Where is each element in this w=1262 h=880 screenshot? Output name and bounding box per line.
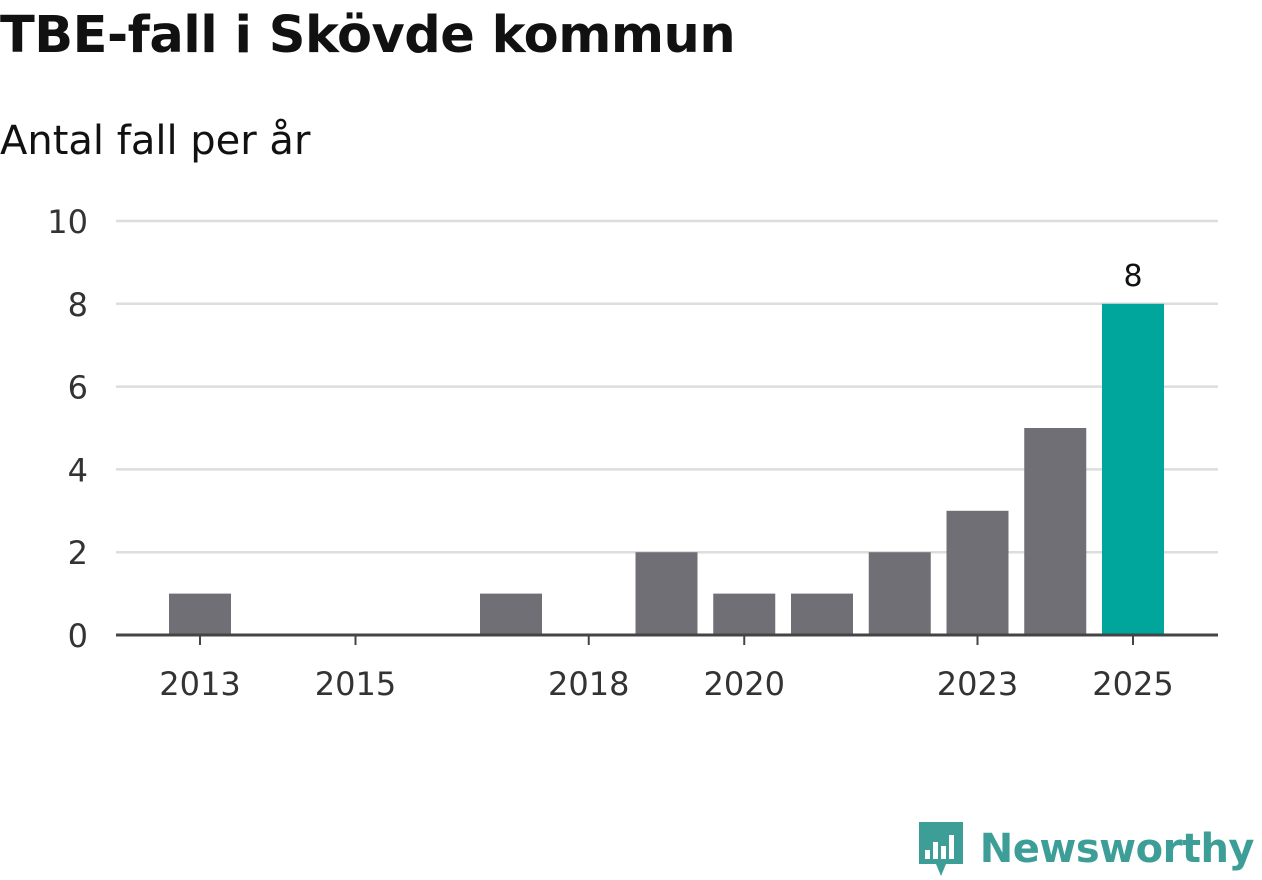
newsworthy-brand: Newsworthy	[916, 818, 1255, 880]
x-tick-label: 2023	[937, 665, 1018, 703]
bar-2017	[480, 593, 542, 635]
bar-2022	[868, 552, 931, 635]
y-axis-tick-labels: 0 2 4 6 8 10	[47, 203, 88, 655]
brand-name: Newsworthy	[979, 826, 1255, 872]
bar-2020	[713, 593, 776, 635]
bar-2023	[946, 510, 1009, 635]
x-tick-label: 2025	[1092, 665, 1173, 703]
data-labels: 8	[1123, 259, 1142, 294]
y-tick-label: 10	[47, 203, 88, 241]
y-tick-label: 6	[68, 369, 88, 407]
bar-2025	[1102, 303, 1164, 635]
newsworthy-logo-icon	[918, 822, 963, 876]
y-tick-label: 2	[68, 534, 88, 572]
x-tick-label: 2018	[548, 665, 629, 703]
bar-chart: 0 2 4 6 8 10 2013 2015 2018 2020 2023 2025 8	[47, 203, 1218, 703]
y-tick-label: 0	[68, 617, 88, 655]
x-tick-label: 2015	[315, 665, 396, 703]
x-tick-label: 2020	[704, 665, 785, 703]
x-tick-label: 2013	[159, 665, 240, 703]
y-tick-label: 4	[68, 451, 88, 489]
data-label-2025: 8	[1123, 259, 1142, 294]
bars	[169, 303, 1164, 635]
bar-2013	[169, 593, 231, 635]
chart-title: TBE-fall i Skövde kommun	[0, 6, 736, 65]
bar-2024	[1024, 428, 1087, 635]
x-axis-tick-labels: 2013 2015 2018 2020 2023 2025	[159, 665, 1173, 703]
bar-2021	[791, 593, 853, 635]
x-axis	[116, 633, 1218, 645]
chart-subtitle: Antal fall per år	[0, 118, 311, 164]
y-tick-label: 8	[68, 286, 88, 324]
bar-2019	[635, 552, 698, 635]
